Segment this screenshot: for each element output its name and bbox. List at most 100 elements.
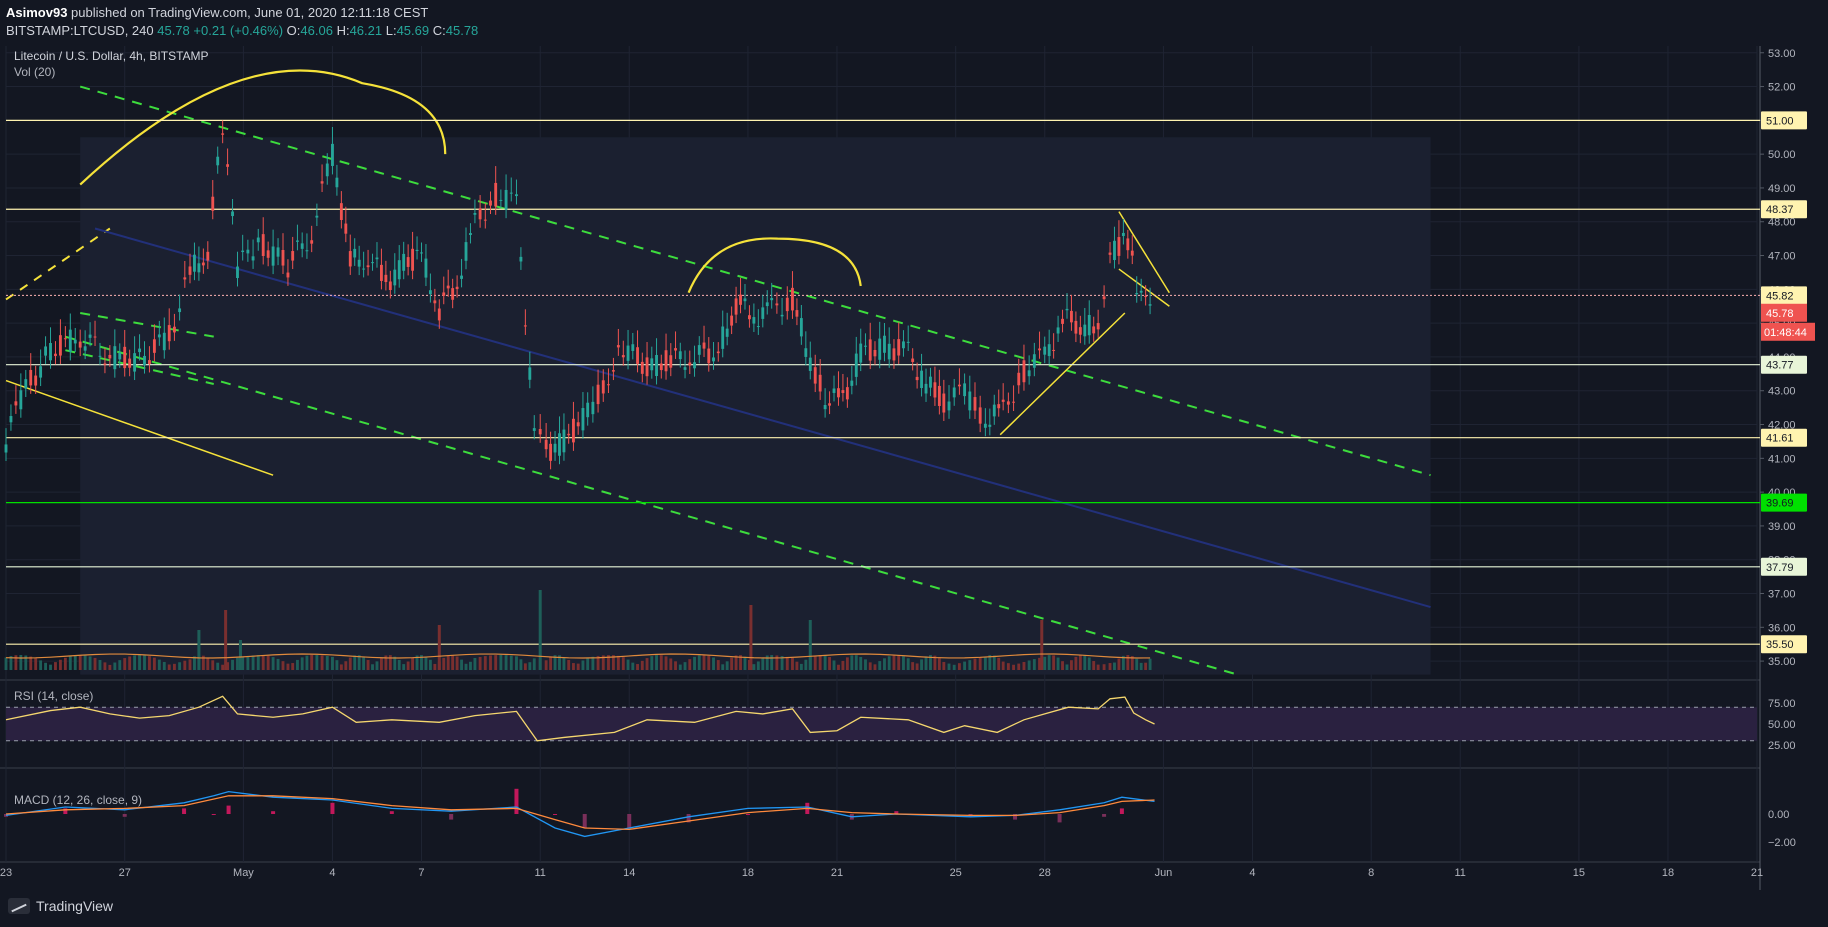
candle-body-207 [992, 404, 996, 417]
volume-spike-5 [749, 605, 753, 670]
candle-body-142 [688, 362, 692, 366]
volume-bar-200 [957, 663, 961, 670]
volume-indicator-label: Vol (20) [14, 65, 55, 79]
publisher-name[interactable]: Asimov93 [6, 5, 68, 20]
candle-body-212 [1017, 372, 1021, 386]
volume-bar-192 [920, 659, 923, 670]
candle-body-48 [241, 250, 245, 253]
yellow-support-line [5, 379, 274, 476]
volume-bar-29 [148, 656, 151, 670]
macd-hist-6 [271, 811, 276, 814]
candle-body-4 [24, 379, 28, 389]
candle-body-11 [58, 335, 62, 356]
candle-body-180 [864, 345, 867, 347]
volume-bar-83 [406, 661, 410, 670]
rsi-tick-label-1: 50.00 [1768, 719, 1796, 731]
x-tick-label-6: 14 [623, 867, 635, 879]
candle-body-15 [78, 341, 82, 348]
candle-body-205 [983, 423, 987, 428]
candle-body-202 [968, 391, 972, 411]
high-label: H: [336, 23, 350, 38]
volume-bar-183 [878, 661, 882, 670]
volume-bar-64 [320, 655, 324, 670]
level-label-4: 39.69 [1766, 498, 1794, 510]
x-tick-label-4: 7 [418, 867, 424, 879]
candle-body-62 [310, 240, 314, 244]
x-tick-label-7: 18 [742, 867, 754, 879]
price-tick-label-5: 48.00 [1768, 217, 1796, 229]
candle-body-30 [152, 339, 156, 353]
volume-bar-229 [1096, 664, 1100, 670]
tradingview-brand[interactable]: TradingView [8, 898, 113, 914]
candle-body-101 [489, 200, 492, 206]
volume-bar-92 [446, 655, 450, 670]
volume-bar-112 [544, 660, 548, 670]
volume-bar-212 [1017, 663, 1021, 670]
candle-body-82 [402, 253, 406, 271]
volume-bar-208 [997, 657, 1001, 670]
candle-body-34 [172, 326, 176, 333]
price-tick-label-6: 47.00 [1768, 251, 1796, 263]
volume-bar-11 [58, 659, 62, 670]
inner-channel-bottom [65, 349, 214, 385]
candle-body-209 [1001, 399, 1005, 402]
level-label-2: 43.77 [1766, 360, 1794, 372]
candle-body-8 [44, 346, 48, 356]
candle-body-89 [433, 300, 437, 304]
publish-line: Asimov93 published on TradingView.com, J… [6, 5, 428, 20]
volume-bar-130 [631, 662, 635, 670]
candle-body-179 [859, 343, 863, 363]
volume-bar-213 [1022, 661, 1026, 670]
volume-bar-227 [1087, 657, 1091, 670]
volume-bar-104 [504, 655, 508, 670]
candle-body-182 [873, 349, 877, 357]
volume-bar-102 [494, 655, 498, 670]
volume-bar-12 [63, 657, 67, 670]
candle-body-237 [1135, 293, 1139, 295]
low-label: L: [385, 23, 397, 38]
candle-body-144 [697, 345, 701, 355]
candle-body-159 [765, 302, 769, 307]
volume-bar-171 [823, 655, 827, 670]
volume-bar-44 [221, 664, 225, 670]
macd-hist-5 [226, 805, 231, 814]
candle-body-190 [911, 358, 915, 362]
candle-body-220 [1056, 327, 1060, 334]
volume-bar-210 [1006, 663, 1010, 670]
volume-bar-66 [331, 656, 334, 670]
candle-body-170 [818, 374, 822, 392]
candle-body-217 [1043, 346, 1047, 355]
candle-body-47 [236, 266, 239, 279]
volume-bar-178 [854, 655, 858, 670]
candle-body-186 [892, 348, 896, 361]
candle-body-38 [193, 254, 196, 272]
change-value: +0.21 (+0.46%) [193, 23, 284, 38]
candle-body-136 [659, 363, 663, 371]
volume-bar-89 [433, 663, 437, 670]
candle-body-149 [721, 326, 725, 349]
candle-body-134 [650, 358, 654, 371]
volume-bar-103 [499, 655, 503, 670]
candle-body-233 [1117, 237, 1121, 256]
level-tag-4 [1761, 493, 1807, 512]
candle-body-143 [693, 362, 696, 369]
candle-body-44 [221, 133, 225, 135]
candle-body-105 [509, 192, 513, 194]
candle-body-77 [379, 264, 383, 281]
x-tick-label-2: May [233, 867, 254, 879]
current-price-label: 45.78 [1766, 308, 1794, 320]
candle-body-120 [581, 408, 585, 431]
volume-bar-146 [707, 655, 711, 670]
candle-body-108 [523, 325, 527, 327]
candle-body-203 [973, 397, 977, 411]
volume-bar-3 [19, 655, 23, 670]
chart-canvas[interactable]: 53.0052.0051.0050.0049.0048.0047.0046.00… [0, 46, 1828, 890]
volume-bar-8 [44, 662, 48, 670]
volume-bar-50 [251, 655, 255, 670]
volume-bar-18 [93, 657, 97, 670]
macd-hist-9 [449, 814, 454, 820]
volume-bar-95 [460, 659, 463, 670]
volume-bar-13 [68, 656, 72, 670]
volume-bar-204 [978, 657, 982, 670]
price-tick-label-16: 37.00 [1768, 589, 1796, 601]
